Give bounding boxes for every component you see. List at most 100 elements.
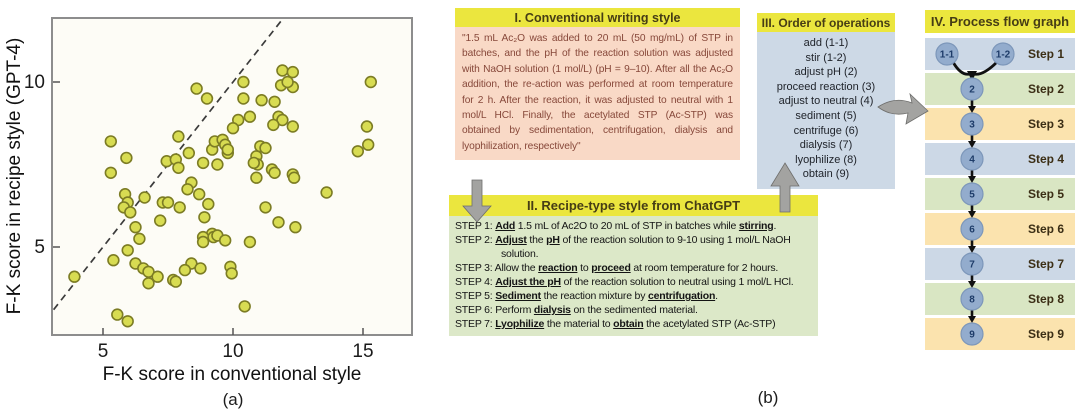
step-label: Step 9: [1028, 327, 1065, 341]
y-axis: 5 10: [24, 72, 60, 258]
data-point: [226, 121, 240, 135]
data-point: [219, 234, 232, 247]
data-point: [281, 75, 294, 89]
data-point: [120, 151, 133, 165]
operation-item: adjust pH (2): [794, 66, 858, 79]
panel-conventional-style: I. Conventional writing style "1.5 mL Ac…: [455, 8, 740, 161]
panel-recipe-body: STEP 1: Add 1.5 mL of Ac2O to 20 mL of S…: [449, 216, 818, 336]
recipe-step: STEP 7: Lyophilize the material to obtai…: [455, 318, 776, 330]
x-tick-label: 15: [352, 341, 373, 362]
recipe-step: STEP 3: Allow the reaction to proceed at…: [455, 262, 779, 274]
panel-recipe-title: II. Recipe-type style from ChatGPT: [449, 195, 818, 216]
caption-b: (b): [757, 388, 779, 407]
data-point: [351, 145, 364, 158]
step-label: Step 4: [1028, 152, 1065, 166]
data-point: [161, 196, 175, 209]
recipe-step: STEP 4: Adjust the pH of the reaction so…: [455, 276, 794, 288]
data-point: [172, 130, 185, 143]
step-label: Step 8: [1028, 292, 1065, 306]
data-point: [268, 166, 281, 180]
panel-conventional-title: I. Conventional writing style: [455, 8, 740, 27]
data-point: [364, 75, 377, 89]
step-label: Step 2: [1028, 82, 1065, 96]
operation-item: obtain (9): [802, 168, 850, 181]
data-point: [237, 92, 250, 105]
step-label: Step 7: [1028, 257, 1065, 271]
flow-row: Step 8: [925, 283, 1075, 315]
data-point: [154, 214, 167, 227]
data-point: [211, 158, 224, 171]
data-point: [362, 138, 375, 151]
step-label: Step 3: [1028, 117, 1065, 131]
y-axis-label: F-K score in recipe style (GPT-4): [4, 38, 25, 315]
data-point: [178, 263, 192, 277]
step-label: Step 6: [1028, 222, 1065, 236]
data-point: [196, 235, 210, 249]
data-point: [243, 110, 257, 123]
data-point: [104, 166, 118, 180]
flow-row: Step 4: [925, 143, 1075, 175]
y-tick-label: 5: [34, 237, 45, 258]
operation-item: lyophilize (8): [795, 153, 857, 166]
data-point: [68, 270, 81, 283]
data-point: [237, 75, 250, 89]
data-point: [255, 93, 268, 107]
flow-row: Step 1: [925, 38, 1075, 70]
x-axis-label: F-K score in conventional style: [103, 364, 362, 385]
flow-row: Step 2: [925, 73, 1075, 105]
x-tick-label: 10: [222, 341, 243, 362]
data-point: [124, 206, 137, 219]
operation-item: centrifuge (6): [793, 124, 859, 137]
recipe-step: STEP 5: Sediment the reaction mixture by…: [455, 290, 718, 302]
flow-row: Step 5: [925, 178, 1075, 210]
step-label: Step 5: [1028, 187, 1065, 201]
operation-item: dialysis (7): [799, 139, 853, 152]
data-point: [243, 235, 257, 249]
data-point: [320, 186, 333, 199]
x-tick-label: 5: [98, 341, 109, 362]
operation-item: adjust to neutral (4): [778, 95, 874, 108]
panel-recipe-style: II. Recipe-type style from ChatGPT STEP …: [449, 195, 818, 336]
data-point: [151, 270, 164, 283]
data-point: [289, 221, 302, 234]
recipe-step: STEP 2: Adjust the pH of the reaction so…: [455, 234, 791, 260]
x-axis: 5 10 15: [98, 328, 374, 362]
data-point: [247, 156, 261, 170]
data-point: [225, 267, 238, 280]
data-point: [182, 146, 196, 160]
data-point: [138, 191, 151, 204]
data-point: [169, 275, 183, 288]
data-point: [196, 156, 210, 170]
panel-flow-title: IV. Process flow graph: [925, 10, 1075, 33]
data-point: [287, 171, 301, 184]
data-point: [194, 262, 207, 275]
panel-order-of-operations: III. Order of operations add (1-1) stir (…: [757, 13, 895, 189]
flow-row: Step 6: [925, 213, 1075, 245]
recipe-step: STEP 1: Add 1.5 mL of Ac2O to 20 mL of S…: [455, 220, 777, 232]
panel-order-title: III. Order of operations: [757, 13, 895, 32]
recipe-step: STEP 6: Perform dialysis on the sediment…: [455, 304, 698, 316]
data-point: [238, 300, 251, 313]
data-point: [272, 216, 285, 229]
y-tick-label: 10: [24, 72, 45, 93]
panel-process-flow-graph: IV. Process flow graph Step 1 Step 2 Step …: [925, 10, 1075, 350]
operation-item: add (1-1): [803, 37, 849, 49]
operation-item: stir (1-2): [805, 51, 847, 64]
data-point: [172, 161, 185, 175]
data-point: [200, 92, 214, 105]
data-point: [221, 143, 235, 156]
flow-row: Step 3: [925, 108, 1075, 140]
operation-item: sediment (5): [795, 109, 857, 122]
flow-row: Step 7: [925, 248, 1075, 280]
data-point: [259, 201, 272, 214]
data-point: [193, 188, 206, 201]
data-point: [190, 82, 203, 95]
data-point: [104, 135, 118, 148]
data-point: [107, 254, 120, 267]
panel-order-body: add (1-1) stir (1-2) adjust pH (2) proceed …: [757, 32, 895, 189]
data-point: [286, 65, 299, 79]
data-point: [276, 64, 289, 77]
data-point: [129, 221, 142, 234]
